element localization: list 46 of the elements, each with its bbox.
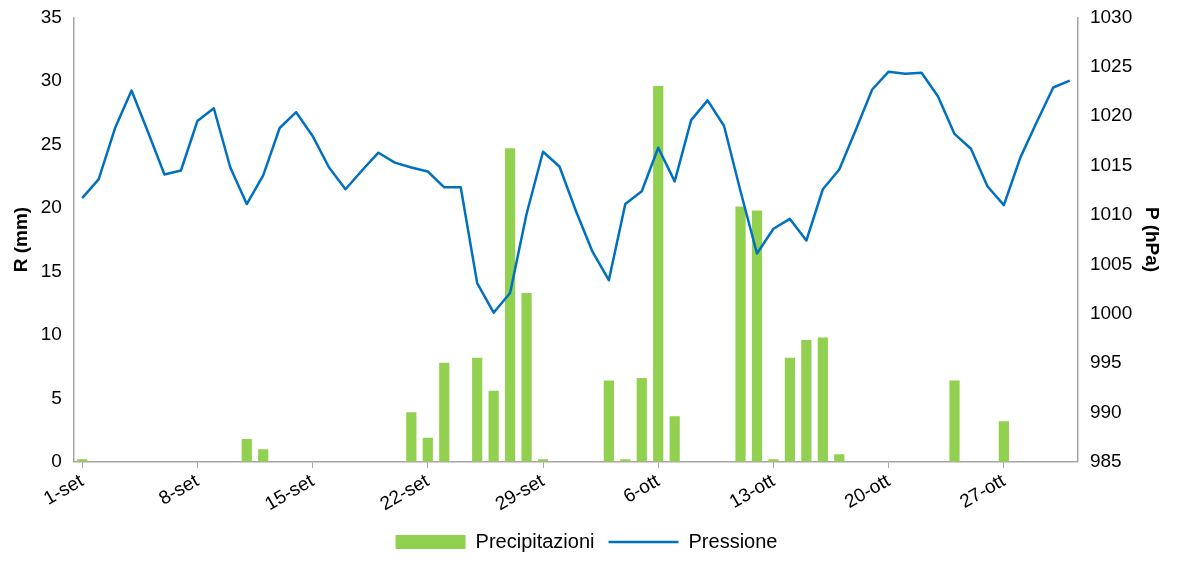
x-tick-label: 1-set xyxy=(39,469,88,509)
legend-label: Pressione xyxy=(688,529,778,552)
y2-tick-label: 1005 xyxy=(1089,252,1133,274)
y2-axis-title: P (hPa) xyxy=(1142,207,1164,273)
y-tick-label: 30 xyxy=(40,69,62,91)
y-tick-label: 10 xyxy=(40,323,62,345)
bar xyxy=(998,421,1009,462)
bar xyxy=(505,148,516,462)
y-tick-label: 5 xyxy=(51,386,62,408)
bar xyxy=(636,378,647,462)
bar xyxy=(422,437,433,462)
y2-tick-label: 1025 xyxy=(1089,55,1133,77)
y-tick-label: 20 xyxy=(40,196,62,218)
y-axis-title: R (mm) xyxy=(9,206,31,273)
y2-tick-label: 1010 xyxy=(1089,203,1133,225)
bar xyxy=(653,85,664,462)
x-tick-label: 6-ott xyxy=(619,469,664,507)
y2-tick-label: 1020 xyxy=(1089,104,1133,126)
y2-tick-label: 1030 xyxy=(1089,5,1133,27)
bar xyxy=(439,362,450,462)
y2-tick-label: 990 xyxy=(1089,400,1122,422)
y2-tick-label: 985 xyxy=(1089,450,1122,472)
legend-label: Precipitazioni xyxy=(475,529,595,552)
bar xyxy=(258,449,269,462)
x-tick-label: 8-set xyxy=(154,469,203,509)
y2-tick-label: 1015 xyxy=(1089,153,1133,175)
bar xyxy=(472,357,483,462)
bar xyxy=(834,454,845,462)
bar xyxy=(521,292,532,462)
bar xyxy=(735,206,746,462)
bar xyxy=(406,412,417,462)
y-tick-label: 15 xyxy=(40,259,62,281)
bar xyxy=(488,390,499,462)
bar xyxy=(669,416,680,462)
bar xyxy=(784,357,795,462)
y2-tick-label: 995 xyxy=(1089,351,1122,373)
bar xyxy=(801,339,812,462)
bar xyxy=(949,380,960,462)
y-tick-label: 25 xyxy=(40,132,62,154)
y-tick-label: 0 xyxy=(51,450,62,472)
bar xyxy=(751,210,763,462)
bar xyxy=(603,380,614,462)
y-tick-label: 35 xyxy=(40,5,62,27)
bar xyxy=(817,337,828,462)
bar xyxy=(241,438,252,462)
y2-tick-label: 1000 xyxy=(1089,301,1133,323)
